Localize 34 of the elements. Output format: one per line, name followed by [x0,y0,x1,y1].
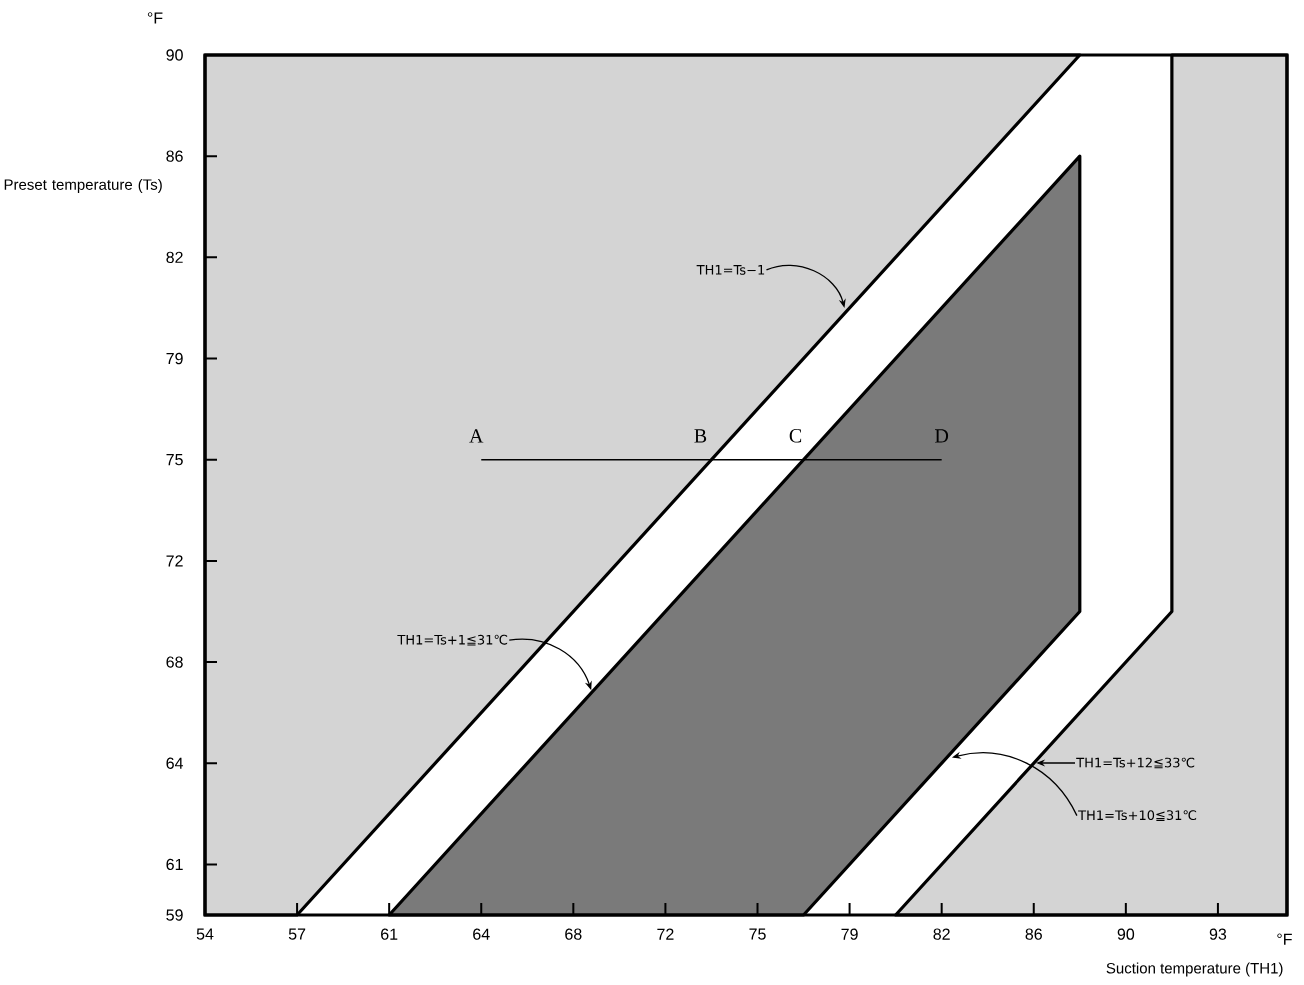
x-tick-label: 54 [196,928,214,940]
x-tick-label: 82 [933,928,950,940]
y-tick-label: 90 [166,49,183,61]
annotation: B [694,429,707,443]
x-axis-title: Suction temperature (TH1) [1106,962,1283,977]
x-tick-label: 61 [381,928,398,940]
y-tick-label: 64 [166,757,184,769]
text: °F [1277,933,1292,945]
annotation: TH1=Ts+10≦31℃ [1078,810,1197,821]
y-tick-label: 82 [166,251,183,264]
y-axis-title: Preset temperature (Ts) [4,178,162,193]
x-tick-label: 72 [657,928,674,940]
y-tick-label: 86 [166,150,183,162]
x-tick-label: 57 [288,928,306,940]
y-tick-label: 68 [166,656,183,668]
x-tick-label: 90 [1117,928,1135,940]
x-tick-label: 68 [565,928,582,940]
y-tick-label: 75 [166,454,183,466]
annotation: D [935,429,949,443]
annotation: C [789,429,802,443]
x-tick-label: 75 [749,928,766,940]
x-tick-label: 93 [1209,928,1227,940]
y-tick-label: 72 [166,555,183,567]
annotation: TH1=Ts−1 [696,265,765,275]
y-tick-label: 59 [166,909,183,921]
text: °F [147,12,163,24]
x-tick-label: 86 [1025,928,1042,940]
y-tick-label: 61 [166,858,183,871]
annotation: A [469,429,484,443]
x-tick-label: 64 [473,928,490,940]
annotation: TH1=Ts+12≦33℃ [1076,757,1195,769]
y-tick-label: 79 [166,352,183,365]
annotation: TH1=Ts+1≦31℃ [397,634,508,646]
x-tick-label: 79 [841,928,858,940]
